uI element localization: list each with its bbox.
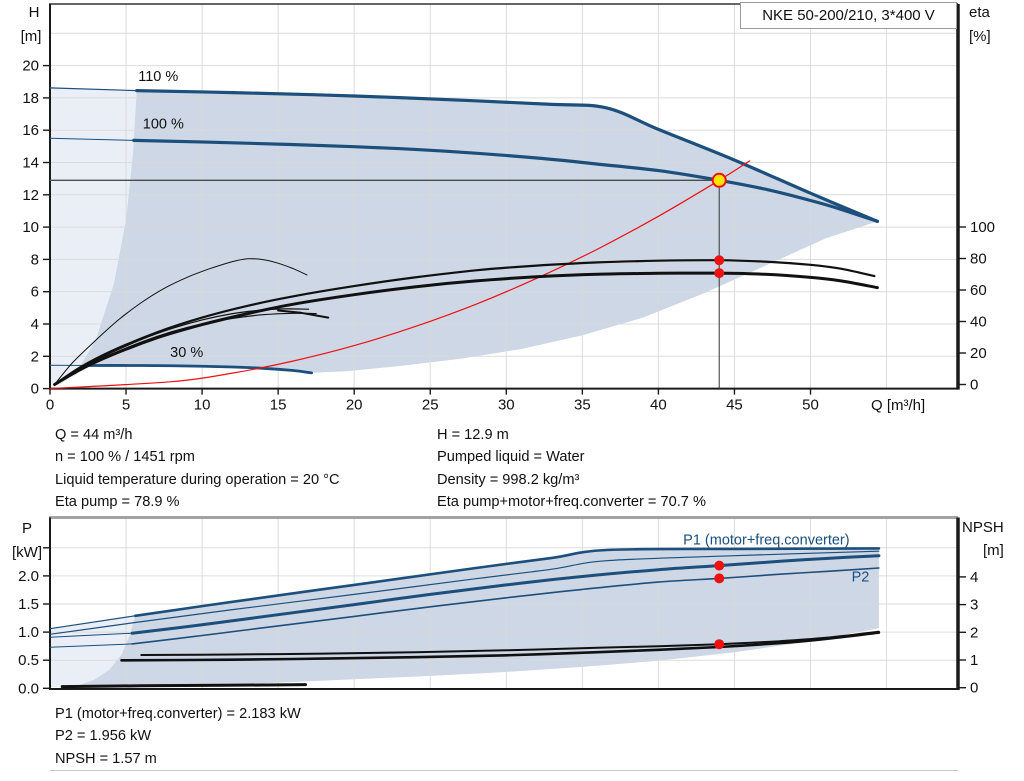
svg-text:15: 15: [270, 397, 287, 414]
svg-text:30: 30: [498, 397, 515, 414]
duty-info-right: H = 12.9 m Pumped liquid = Water Density…: [437, 424, 706, 514]
svg-text:4: 4: [31, 316, 39, 333]
svg-text:45: 45: [726, 397, 743, 414]
p1-110pct-lead: [49, 615, 136, 630]
svg-text:8: 8: [31, 251, 39, 268]
svg-text:25: 25: [422, 397, 439, 414]
svg-text:5: 5: [122, 397, 130, 414]
svg-text:40: 40: [650, 397, 667, 414]
svg-text:0: 0: [970, 377, 978, 394]
axis-title: Q [m³/h]: [871, 397, 925, 414]
p2-100pct: [131, 567, 880, 645]
curve-100pct: [132, 138, 879, 223]
info-line-head: H = 12.9 m: [437, 427, 509, 443]
svg-text:2: 2: [970, 624, 978, 641]
svg-text:20: 20: [970, 345, 987, 362]
svg-text:0: 0: [31, 381, 39, 398]
svg-text:40: 40: [970, 314, 987, 331]
svg-text:1.0: 1.0: [18, 624, 39, 641]
info-line-temperature: Liquid temperature during operation = 20…: [55, 471, 340, 488]
power-envelope: [75, 548, 879, 687]
info-line-q: Q = 44 m³/h: [55, 427, 133, 443]
curve-100pct-lead: [49, 137, 135, 141]
axis-title: H: [29, 4, 40, 21]
p1-dot: [714, 560, 725, 571]
curve-label: P2: [852, 570, 870, 586]
power-info: P1 (motor+freq.converter) = 2.183 kW P2 …: [55, 703, 301, 770]
p1-100pct: [130, 554, 881, 635]
duty-info-left: Q = 44 m³/h n = 100 % / 1451 rpm Liquid …: [55, 424, 340, 514]
eta-total: [53, 271, 879, 386]
svg-text:2: 2: [31, 348, 39, 365]
svg-text:10: 10: [22, 219, 39, 236]
svg-text:14: 14: [22, 155, 39, 172]
axis-title: NPSH: [962, 519, 1004, 536]
duty-point: [711, 172, 727, 188]
footer-divider: [50, 770, 958, 771]
info-line-p1: P1 (motor+freq.converter) = 2.183 kW: [55, 706, 301, 722]
svg-text:100: 100: [970, 219, 995, 236]
svg-text:60: 60: [970, 282, 987, 299]
info-line-speed: n = 100 % / 1451 rpm: [55, 449, 195, 466]
svg-text:2.0: 2.0: [18, 568, 39, 585]
curve-label: P1 (motor+freq.converter): [683, 532, 849, 548]
info-line-density: Density = 998.2 kg/m³: [437, 471, 580, 488]
system-curve: [49, 160, 751, 390]
svg-text:35: 35: [574, 397, 591, 414]
pump-model-title-box: NKE 50-200/210, 3*400 V: [740, 2, 957, 29]
info-line-eta-pump: Eta pump = 78.9 %: [55, 494, 180, 511]
info-line-p2: P2 = 1.956 kW: [55, 728, 152, 745]
svg-text:3: 3: [970, 597, 978, 614]
axis-title: [kW]: [12, 544, 42, 561]
eta-reduced-speed-arc: [54, 258, 308, 385]
p1-110pct: [133, 547, 881, 618]
curve-label: 110 %: [138, 69, 178, 85]
svg-text:6: 6: [31, 284, 39, 301]
axis-title: eta: [969, 4, 991, 21]
pump-model-text: NKE 50-200/210, 3*400 V: [762, 7, 935, 24]
npsh-lower: [120, 631, 881, 662]
svg-text:0.5: 0.5: [18, 652, 39, 669]
p1-100pct-lead: [49, 632, 133, 638]
svg-text:80: 80: [970, 251, 987, 268]
info-line-liquid: Pumped liquid = Water: [437, 449, 585, 466]
info-line-eta-total: Eta pump+motor+freq.converter = 70.7 %: [437, 494, 706, 511]
eta-pump: [53, 259, 876, 386]
eta-total-dot: [714, 268, 725, 279]
svg-text:50: 50: [802, 397, 819, 414]
svg-text:4: 4: [970, 569, 978, 586]
p-30pct: [60, 683, 307, 689]
curve-110pct-lead: [49, 87, 138, 92]
axis-title: [m]: [983, 542, 1004, 559]
svg-text:20: 20: [22, 58, 39, 75]
svg-text:12: 12: [22, 187, 39, 204]
curve-label: 30 %: [170, 345, 203, 361]
svg-text:18: 18: [22, 90, 39, 107]
svg-text:10: 10: [194, 397, 211, 414]
axis-title: [%]: [969, 28, 991, 45]
svg-text:1.5: 1.5: [18, 596, 39, 613]
npsh-dot: [714, 639, 725, 650]
curve-label: 100 %: [143, 117, 184, 133]
eta-pump-dot: [714, 255, 725, 266]
info-line-npsh: NPSH = 1.57 m: [55, 750, 157, 767]
svg-text:1: 1: [970, 652, 978, 669]
eta-bundle-hook: [277, 309, 330, 319]
svg-text:0: 0: [970, 680, 978, 697]
p2-dot: [714, 573, 725, 584]
svg-text:0.0: 0.0: [18, 680, 39, 697]
axis-title: [m]: [21, 28, 42, 45]
p2-110pct: [49, 550, 880, 635]
svg-text:16: 16: [22, 122, 39, 139]
p2-100pct-lead: [49, 643, 133, 648]
axis-title: P: [22, 520, 32, 537]
speed-envelope: [74, 90, 878, 376]
curve-30pct: [86, 364, 313, 375]
curve-110pct: [135, 89, 879, 223]
npsh-upper: [140, 630, 880, 656]
svg-text:20: 20: [346, 397, 363, 414]
svg-text:0: 0: [46, 397, 54, 414]
